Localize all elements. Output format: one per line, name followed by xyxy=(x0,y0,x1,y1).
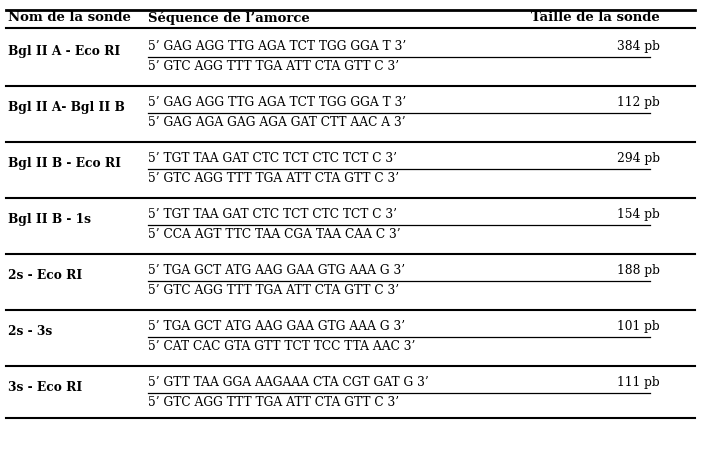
Text: 5’ CAT CAC GTA GTT TCT TCC TTA AAC 3’: 5’ CAT CAC GTA GTT TCT TCC TTA AAC 3’ xyxy=(148,340,416,353)
Text: 5’ GTT TAA GGA AAGAAA CTA CGT GAT G 3’: 5’ GTT TAA GGA AAGAAA CTA CGT GAT G 3’ xyxy=(148,376,429,389)
Text: Bgl II B - 1s: Bgl II B - 1s xyxy=(8,213,91,226)
Text: 188 pb: 188 pb xyxy=(617,264,660,277)
Text: Taille de la sonde: Taille de la sonde xyxy=(531,11,660,24)
Text: 384 pb: 384 pb xyxy=(617,40,660,53)
Text: 5’ TGA GCT ATG AAG GAA GTG AAA G 3’: 5’ TGA GCT ATG AAG GAA GTG AAA G 3’ xyxy=(148,264,405,277)
Text: Séquence de l’amorce: Séquence de l’amorce xyxy=(148,11,310,25)
Text: 112 pb: 112 pb xyxy=(618,96,660,109)
Text: 5’ TGT TAA GAT CTC TCT CTC TCT C 3’: 5’ TGT TAA GAT CTC TCT CTC TCT C 3’ xyxy=(148,152,397,165)
Text: 5’ TGA GCT ATG AAG GAA GTG AAA G 3’: 5’ TGA GCT ATG AAG GAA GTG AAA G 3’ xyxy=(148,320,405,333)
Text: 101 pb: 101 pb xyxy=(618,320,660,333)
Text: Bgl II A - Eco RI: Bgl II A - Eco RI xyxy=(8,46,121,59)
Text: Nom de la sonde: Nom de la sonde xyxy=(8,11,131,24)
Text: Bgl II B - Eco RI: Bgl II B - Eco RI xyxy=(8,158,121,171)
Text: 2s - 3s: 2s - 3s xyxy=(8,326,53,339)
Text: 5’ GAG AGG TTG AGA TCT TGG GGA T 3’: 5’ GAG AGG TTG AGA TCT TGG GGA T 3’ xyxy=(148,40,407,53)
Text: 294 pb: 294 pb xyxy=(617,152,660,165)
Text: 5’ GTC AGG TTT TGA ATT CTA GTT C 3’: 5’ GTC AGG TTT TGA ATT CTA GTT C 3’ xyxy=(148,396,399,409)
Text: 5’ CCA AGT TTC TAA CGA TAA CAA C 3’: 5’ CCA AGT TTC TAA CGA TAA CAA C 3’ xyxy=(148,228,401,241)
Text: 5’ TGT TAA GAT CTC TCT CTC TCT C 3’: 5’ TGT TAA GAT CTC TCT CTC TCT C 3’ xyxy=(148,208,397,221)
Text: 2s - Eco RI: 2s - Eco RI xyxy=(8,269,82,282)
Text: 5’ GTC AGG TTT TGA ATT CTA GTT C 3’: 5’ GTC AGG TTT TGA ATT CTA GTT C 3’ xyxy=(148,172,399,185)
Text: 5’ GAG AGA GAG AGA GAT CTT AAC A 3’: 5’ GAG AGA GAG AGA GAT CTT AAC A 3’ xyxy=(148,116,406,129)
Text: 154 pb: 154 pb xyxy=(618,208,660,221)
Text: 5’ GTC AGG TTT TGA ATT CTA GTT C 3’: 5’ GTC AGG TTT TGA ATT CTA GTT C 3’ xyxy=(148,284,399,297)
Text: 5’ GAG AGG TTG AGA TCT TGG GGA T 3’: 5’ GAG AGG TTG AGA TCT TGG GGA T 3’ xyxy=(148,96,407,109)
Text: 3s - Eco RI: 3s - Eco RI xyxy=(8,381,82,394)
Text: 111 pb: 111 pb xyxy=(618,376,660,389)
Text: Bgl II A- Bgl II B: Bgl II A- Bgl II B xyxy=(8,101,125,114)
Text: 5’ GTC AGG TTT TGA ATT CTA GTT C 3’: 5’ GTC AGG TTT TGA ATT CTA GTT C 3’ xyxy=(148,60,399,73)
